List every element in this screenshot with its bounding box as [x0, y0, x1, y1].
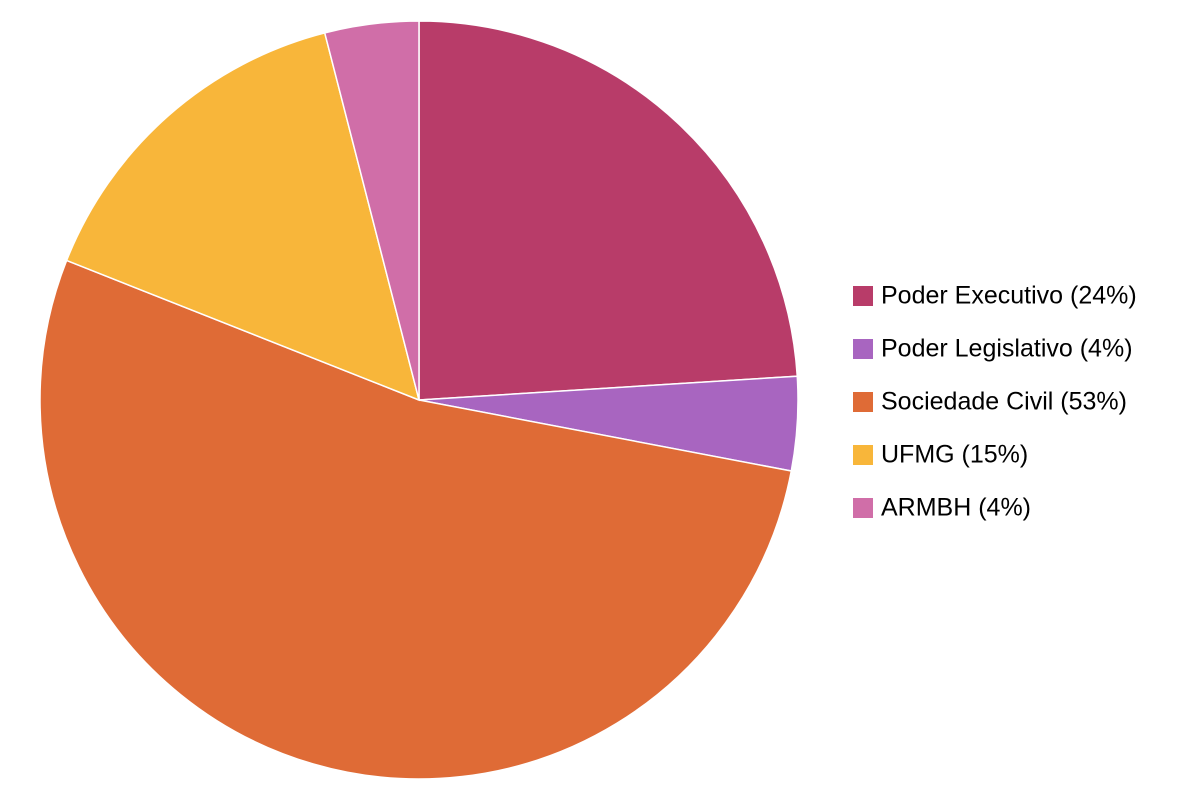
pie-slice: [323, 20, 420, 401]
legend-label: ARMBH (4%): [881, 494, 1031, 522]
legend-swatch: [853, 445, 873, 465]
legend-label: Sociedade Civil (53%): [881, 388, 1127, 416]
legend-label: UFMG (15%): [881, 441, 1028, 469]
pie-slice: [65, 31, 421, 402]
legend-label: Poder Legislativo (4%): [881, 335, 1133, 363]
legend-swatch: [853, 339, 873, 359]
legend-swatch: [853, 392, 873, 412]
legend-swatch: [853, 286, 873, 306]
legend-label: Poder Executivo (24%): [881, 282, 1137, 310]
legend-swatch: [853, 498, 873, 518]
pie-slice: [39, 259, 793, 780]
pie-slice: [418, 20, 799, 401]
